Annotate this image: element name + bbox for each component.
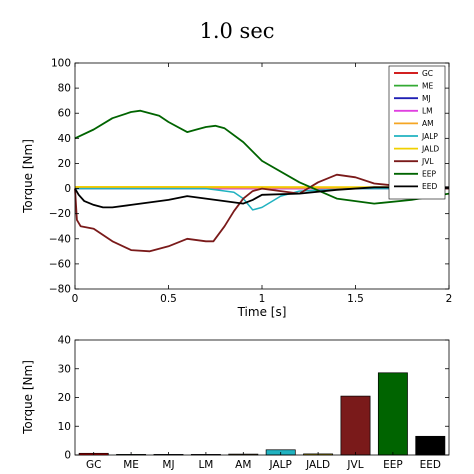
legend-label-lm: LM [422,107,433,116]
bar-y-axis-label: Torque [Nm] [21,360,35,435]
y-tick-label: −20 [49,208,71,220]
bar-chart: GC ME MJ LM AM JALP JALD JVL EEP EED 0 10 20 30 40 To… [21,335,450,471]
x-tick-label: 1 [259,293,266,305]
legend-label-gc: GC [422,69,433,78]
legend-label-jvl: JVL [421,157,434,166]
legend-items: GC ME MJ LM AM JALP JALD JVL EEP EED [394,69,439,191]
line-x-ticks: 0 0.5 1 1.5 2 [72,63,453,305]
bar-x-ticks: GC ME MJ LM AM JALP JALD JVL EEP EED [86,452,441,471]
legend-label-mj: MJ [422,94,431,103]
series-line-eed [74,186,449,209]
x-tick-label: 2 [446,293,453,305]
y-tick-label: 60 [58,108,71,120]
line-plot-area [74,109,450,253]
bar-x-tick-label-eep: EEP [383,459,403,471]
x-tick-label: 1.5 [347,293,364,305]
bar-x-tick-label-am: AM [235,459,251,471]
legend-label-eed: EED [422,182,437,191]
y-tick-label: −40 [49,233,71,245]
legend-label-eep: EEP [422,170,436,179]
series-line-jvl [74,173,450,253]
bar-y-tick-label: 0 [64,450,71,462]
legend: GC ME MJ LM AM JALP JALD JVL EEP EED [388,65,446,200]
legend-label-jald: JALD [421,144,439,153]
y-tick-label: 40 [58,133,71,145]
bar-x-tick-label-eed: EED [420,459,441,471]
bar-x-tick-label-mj: MJ [162,459,174,471]
line-chart: 0 0.5 1 1.5 2 −80 −60 −40 −20 0 20 40 60 80 100 Time … [21,58,452,320]
bar-y-tick-label: 40 [58,335,71,347]
y-tick-label: 100 [51,58,71,70]
bar-x-tick-label-lm: LM [198,459,213,471]
bar-jvl [340,395,371,456]
y-tick-label: −60 [49,258,71,270]
line-y-axis-label: Torque [Nm] [21,139,35,214]
y-tick-label: 20 [58,158,71,170]
bar-x-tick-label-jvl: JVL [346,459,363,471]
line-y-ticks: −80 −60 −40 −20 0 20 40 60 80 100 [49,58,449,296]
bar-x-tick-label-gc: GC [86,459,101,471]
bar-eep [377,372,408,456]
legend-box [388,65,446,200]
bar-plot-area [78,372,446,456]
line-x-axis-label: Time [s] [237,305,287,319]
bar-x-tick-label-me: ME [123,459,139,471]
y-tick-label: −80 [49,284,71,296]
chart-title: 1.0 sec [199,19,274,43]
bar-x-tick-label-jald: JALD [305,459,330,471]
series-line-eep [74,109,450,205]
legend-label-me: ME [422,81,433,90]
bar-y-ticks: 0 10 20 30 40 [58,335,449,462]
bar-y-tick-label: 10 [58,421,71,433]
bar-y-tick-label: 20 [58,392,71,404]
y-tick-label: 80 [58,83,71,95]
bar-x-tick-label-jalp: JALP [269,459,292,471]
y-tick-label: 0 [64,183,71,195]
legend-label-jalp: JALP [421,132,438,141]
bar-y-tick-label: 30 [58,363,71,375]
x-tick-label: 0 [72,293,79,305]
x-tick-label: 0.5 [160,293,177,305]
legend-label-am: AM [422,119,434,128]
